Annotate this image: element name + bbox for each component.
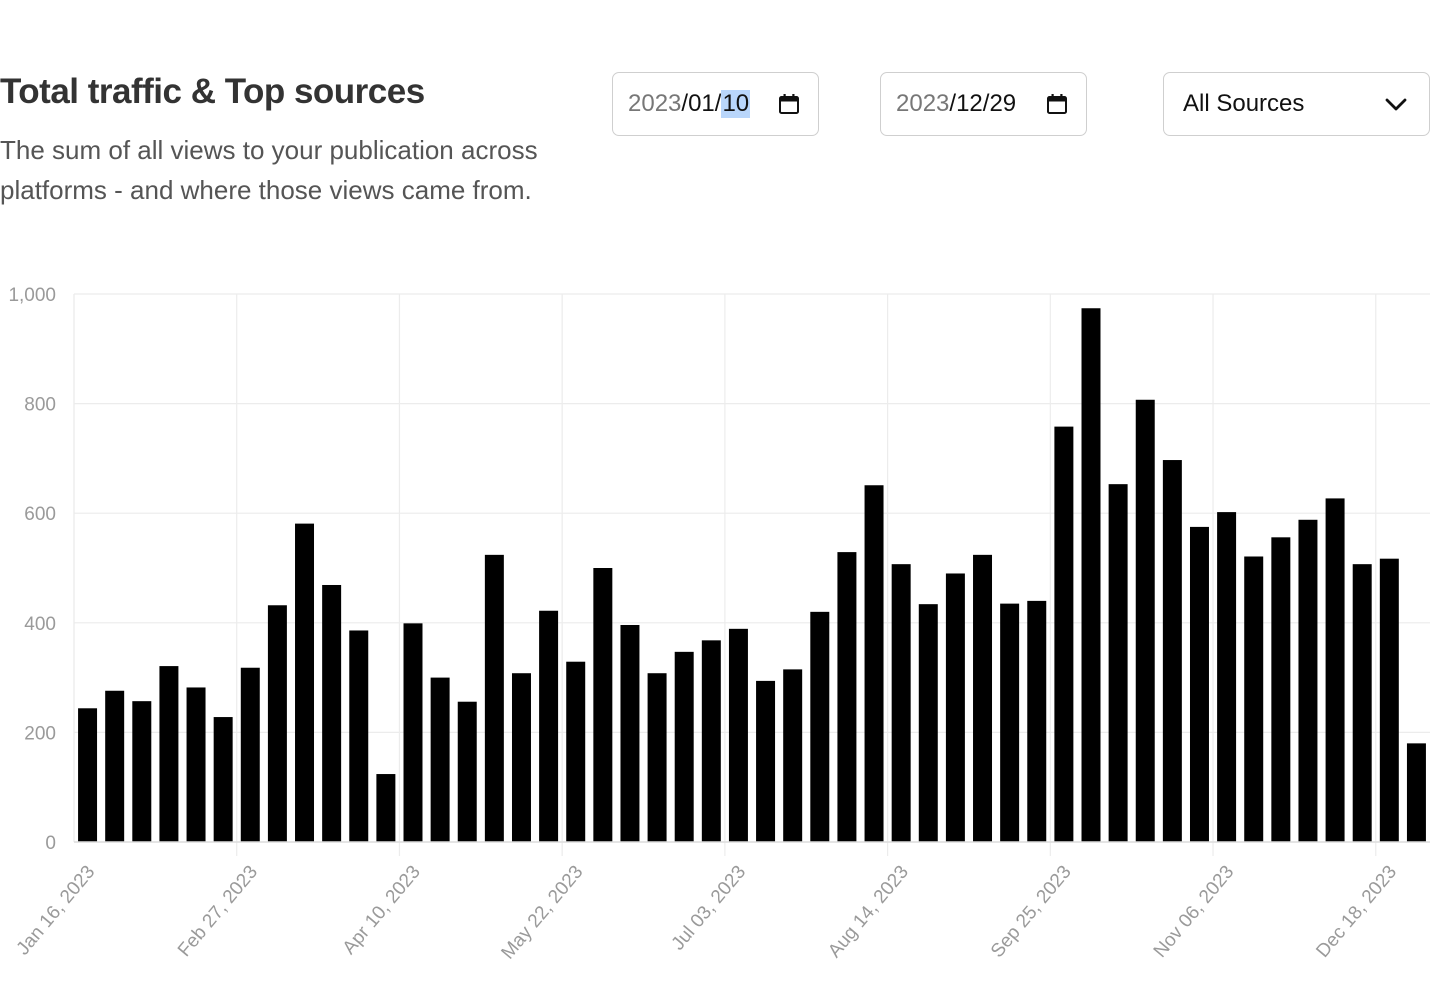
- start-date-separator-2: /: [714, 90, 722, 117]
- bar: [132, 701, 152, 842]
- end-date-day[interactable]: 29: [989, 90, 1017, 117]
- bar: [1352, 564, 1372, 842]
- bar: [376, 774, 396, 842]
- x-tick-label: Dec 18, 2023: [1312, 862, 1401, 962]
- start-date-separator-1: /: [681, 90, 689, 117]
- bar: [105, 690, 125, 842]
- x-tick-label: May 22, 2023: [497, 862, 587, 964]
- bar: [674, 651, 694, 842]
- y-tick-label: 400: [24, 614, 56, 635]
- bar: [1271, 537, 1291, 842]
- end-date-year[interactable]: 2023: [896, 90, 950, 117]
- bar: [1379, 558, 1399, 842]
- bar: [213, 717, 233, 842]
- y-tick-label: 0: [45, 833, 56, 854]
- bar: [1406, 743, 1426, 842]
- y-tick-label: 1,000: [8, 285, 56, 306]
- start-date-month[interactable]: 01: [688, 90, 715, 117]
- y-tick-label: 200: [24, 723, 56, 744]
- chevron-down-icon[interactable]: [1385, 97, 1407, 113]
- bar: [457, 701, 477, 842]
- x-tick-label: Aug 14, 2023: [824, 862, 913, 962]
- source-select[interactable]: All Sources: [1163, 72, 1430, 136]
- bar: [430, 677, 450, 842]
- bar: [186, 687, 206, 842]
- bar: [322, 584, 342, 842]
- bar: [1108, 484, 1128, 842]
- bar: [620, 624, 640, 842]
- bar: [810, 611, 830, 842]
- bar: [566, 661, 586, 842]
- bar: [1027, 600, 1047, 842]
- x-tick-label: Jul 03, 2023: [668, 862, 751, 955]
- end-date-input[interactable]: 2023/12/29: [880, 72, 1087, 136]
- bar: [539, 610, 559, 842]
- bar: [1000, 603, 1020, 842]
- bar: [945, 573, 965, 842]
- bar: [593, 568, 613, 842]
- bar: [295, 523, 315, 842]
- end-date-separator-2: /: [982, 90, 990, 117]
- bar: [783, 669, 803, 842]
- bar: [891, 564, 911, 842]
- bar: [511, 673, 531, 842]
- page-subtitle: The sum of all views to your publication…: [0, 135, 538, 205]
- source-select-value: All Sources: [1183, 90, 1305, 117]
- bar: [1217, 512, 1237, 842]
- y-tick-label: 800: [24, 395, 56, 416]
- traffic-bar-chart: 0 200 400 600 800 1,000 Jan 16, 2023 Feb 27, 20…: [8, 285, 1430, 964]
- bar: [349, 630, 369, 842]
- bar: [240, 667, 260, 842]
- x-tick-label: Sep 25, 2023: [987, 862, 1076, 962]
- bar: [756, 680, 776, 842]
- bar: [1325, 498, 1345, 842]
- end-date-separator-1: /: [949, 90, 957, 117]
- start-date-year[interactable]: 2023: [628, 90, 682, 117]
- bar: [267, 605, 287, 842]
- bar: [647, 673, 667, 842]
- bar: [403, 623, 423, 842]
- x-tick-label: Apr 10, 2023: [339, 862, 425, 959]
- x-tick-label: Jan 16, 2023: [13, 862, 100, 960]
- calendar-icon[interactable]: [778, 93, 800, 115]
- page-title: Total traffic & Top sources: [0, 72, 425, 111]
- bar: [837, 552, 857, 842]
- bar: [864, 485, 884, 842]
- bar: [1244, 556, 1264, 842]
- bar: [1081, 308, 1101, 842]
- bar: [78, 708, 98, 842]
- bar: [1162, 460, 1182, 842]
- end-date-month[interactable]: 12: [956, 90, 983, 117]
- start-date-day[interactable]: 10: [721, 90, 751, 118]
- bar: [1189, 526, 1209, 842]
- bar: [728, 628, 748, 842]
- bar: [1135, 399, 1155, 842]
- bar: [973, 554, 993, 842]
- x-tick-label: Nov 06, 2023: [1150, 862, 1239, 962]
- y-tick-label: 600: [24, 504, 56, 525]
- bar: [159, 666, 179, 842]
- x-tick-label: Feb 27, 2023: [174, 862, 262, 961]
- bar: [484, 554, 504, 842]
- bar: [1298, 519, 1318, 842]
- bar: [701, 640, 721, 842]
- bar: [918, 604, 938, 842]
- bar: [1054, 426, 1074, 842]
- start-date-input[interactable]: 2023/01/10: [612, 72, 819, 136]
- calendar-icon[interactable]: [1046, 93, 1068, 115]
